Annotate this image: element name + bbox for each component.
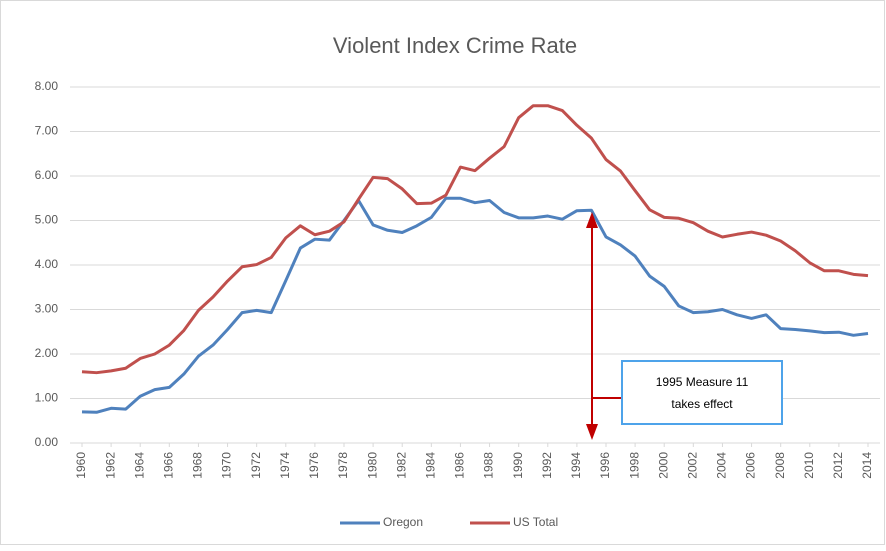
y-tick-label: 5.00 bbox=[35, 213, 59, 227]
y-tick-label: 3.00 bbox=[35, 302, 59, 316]
y-tick-label: 1.00 bbox=[35, 391, 59, 405]
legend-label: US Total bbox=[513, 515, 558, 529]
x-tick-label: 1992 bbox=[540, 452, 554, 479]
x-tick-label: 2004 bbox=[715, 452, 729, 479]
x-tick-label: 1990 bbox=[511, 452, 525, 479]
series-line bbox=[81, 196, 869, 414]
annotation-text: 1995 Measure 11 bbox=[656, 375, 749, 389]
x-tick-label: 2000 bbox=[656, 452, 670, 479]
x-tick-label: 1966 bbox=[162, 452, 176, 479]
x-tick-label: 1984 bbox=[424, 452, 438, 479]
x-tick-label: 2014 bbox=[860, 452, 874, 479]
x-tick-label: 2012 bbox=[831, 452, 845, 479]
y-tick-label: 0.00 bbox=[35, 435, 59, 449]
series-line bbox=[81, 104, 869, 375]
x-tick-label: 1994 bbox=[569, 452, 583, 479]
x-tick-label: 1978 bbox=[336, 452, 350, 479]
y-tick-label: 6.00 bbox=[35, 168, 59, 182]
x-tick-label: 2008 bbox=[773, 452, 787, 479]
x-tick-label: 1996 bbox=[598, 452, 612, 479]
arrow-head bbox=[586, 424, 598, 440]
chart-title: Violent Index Crime Rate bbox=[333, 33, 577, 58]
annotation-box bbox=[621, 360, 783, 425]
y-tick-label: 8.00 bbox=[35, 79, 59, 93]
annotation-text: takes effect bbox=[671, 397, 733, 411]
y-tick-label: 2.00 bbox=[35, 346, 59, 360]
x-tick-label: 1998 bbox=[627, 452, 641, 479]
x-tick-label: 1964 bbox=[132, 452, 146, 479]
legend-label: Oregon bbox=[383, 515, 423, 529]
x-tick-label: 2010 bbox=[802, 452, 816, 479]
x-tick-label: 1980 bbox=[365, 452, 379, 479]
x-tick-label: 1976 bbox=[307, 452, 321, 479]
x-tick-label: 1974 bbox=[278, 452, 292, 479]
x-tick-label: 1962 bbox=[103, 452, 117, 479]
x-tick-label: 1970 bbox=[220, 452, 234, 479]
x-tick-label: 2006 bbox=[744, 452, 758, 479]
annotation: 1995 Measure 11 takes effect bbox=[586, 212, 783, 440]
x-tick-label: 1988 bbox=[482, 452, 496, 479]
x-tick-label: 1968 bbox=[191, 452, 205, 479]
x-tick-label: 1960 bbox=[74, 452, 88, 479]
x-tick-label: 1986 bbox=[453, 452, 467, 479]
x-tick-label: 1982 bbox=[394, 452, 408, 479]
x-tick-label: 1972 bbox=[249, 452, 263, 479]
x-tick-label: 2002 bbox=[686, 452, 700, 479]
y-tick-label: 7.00 bbox=[35, 124, 59, 138]
y-tick-label: 4.00 bbox=[35, 257, 59, 271]
arrow-head bbox=[586, 212, 598, 228]
